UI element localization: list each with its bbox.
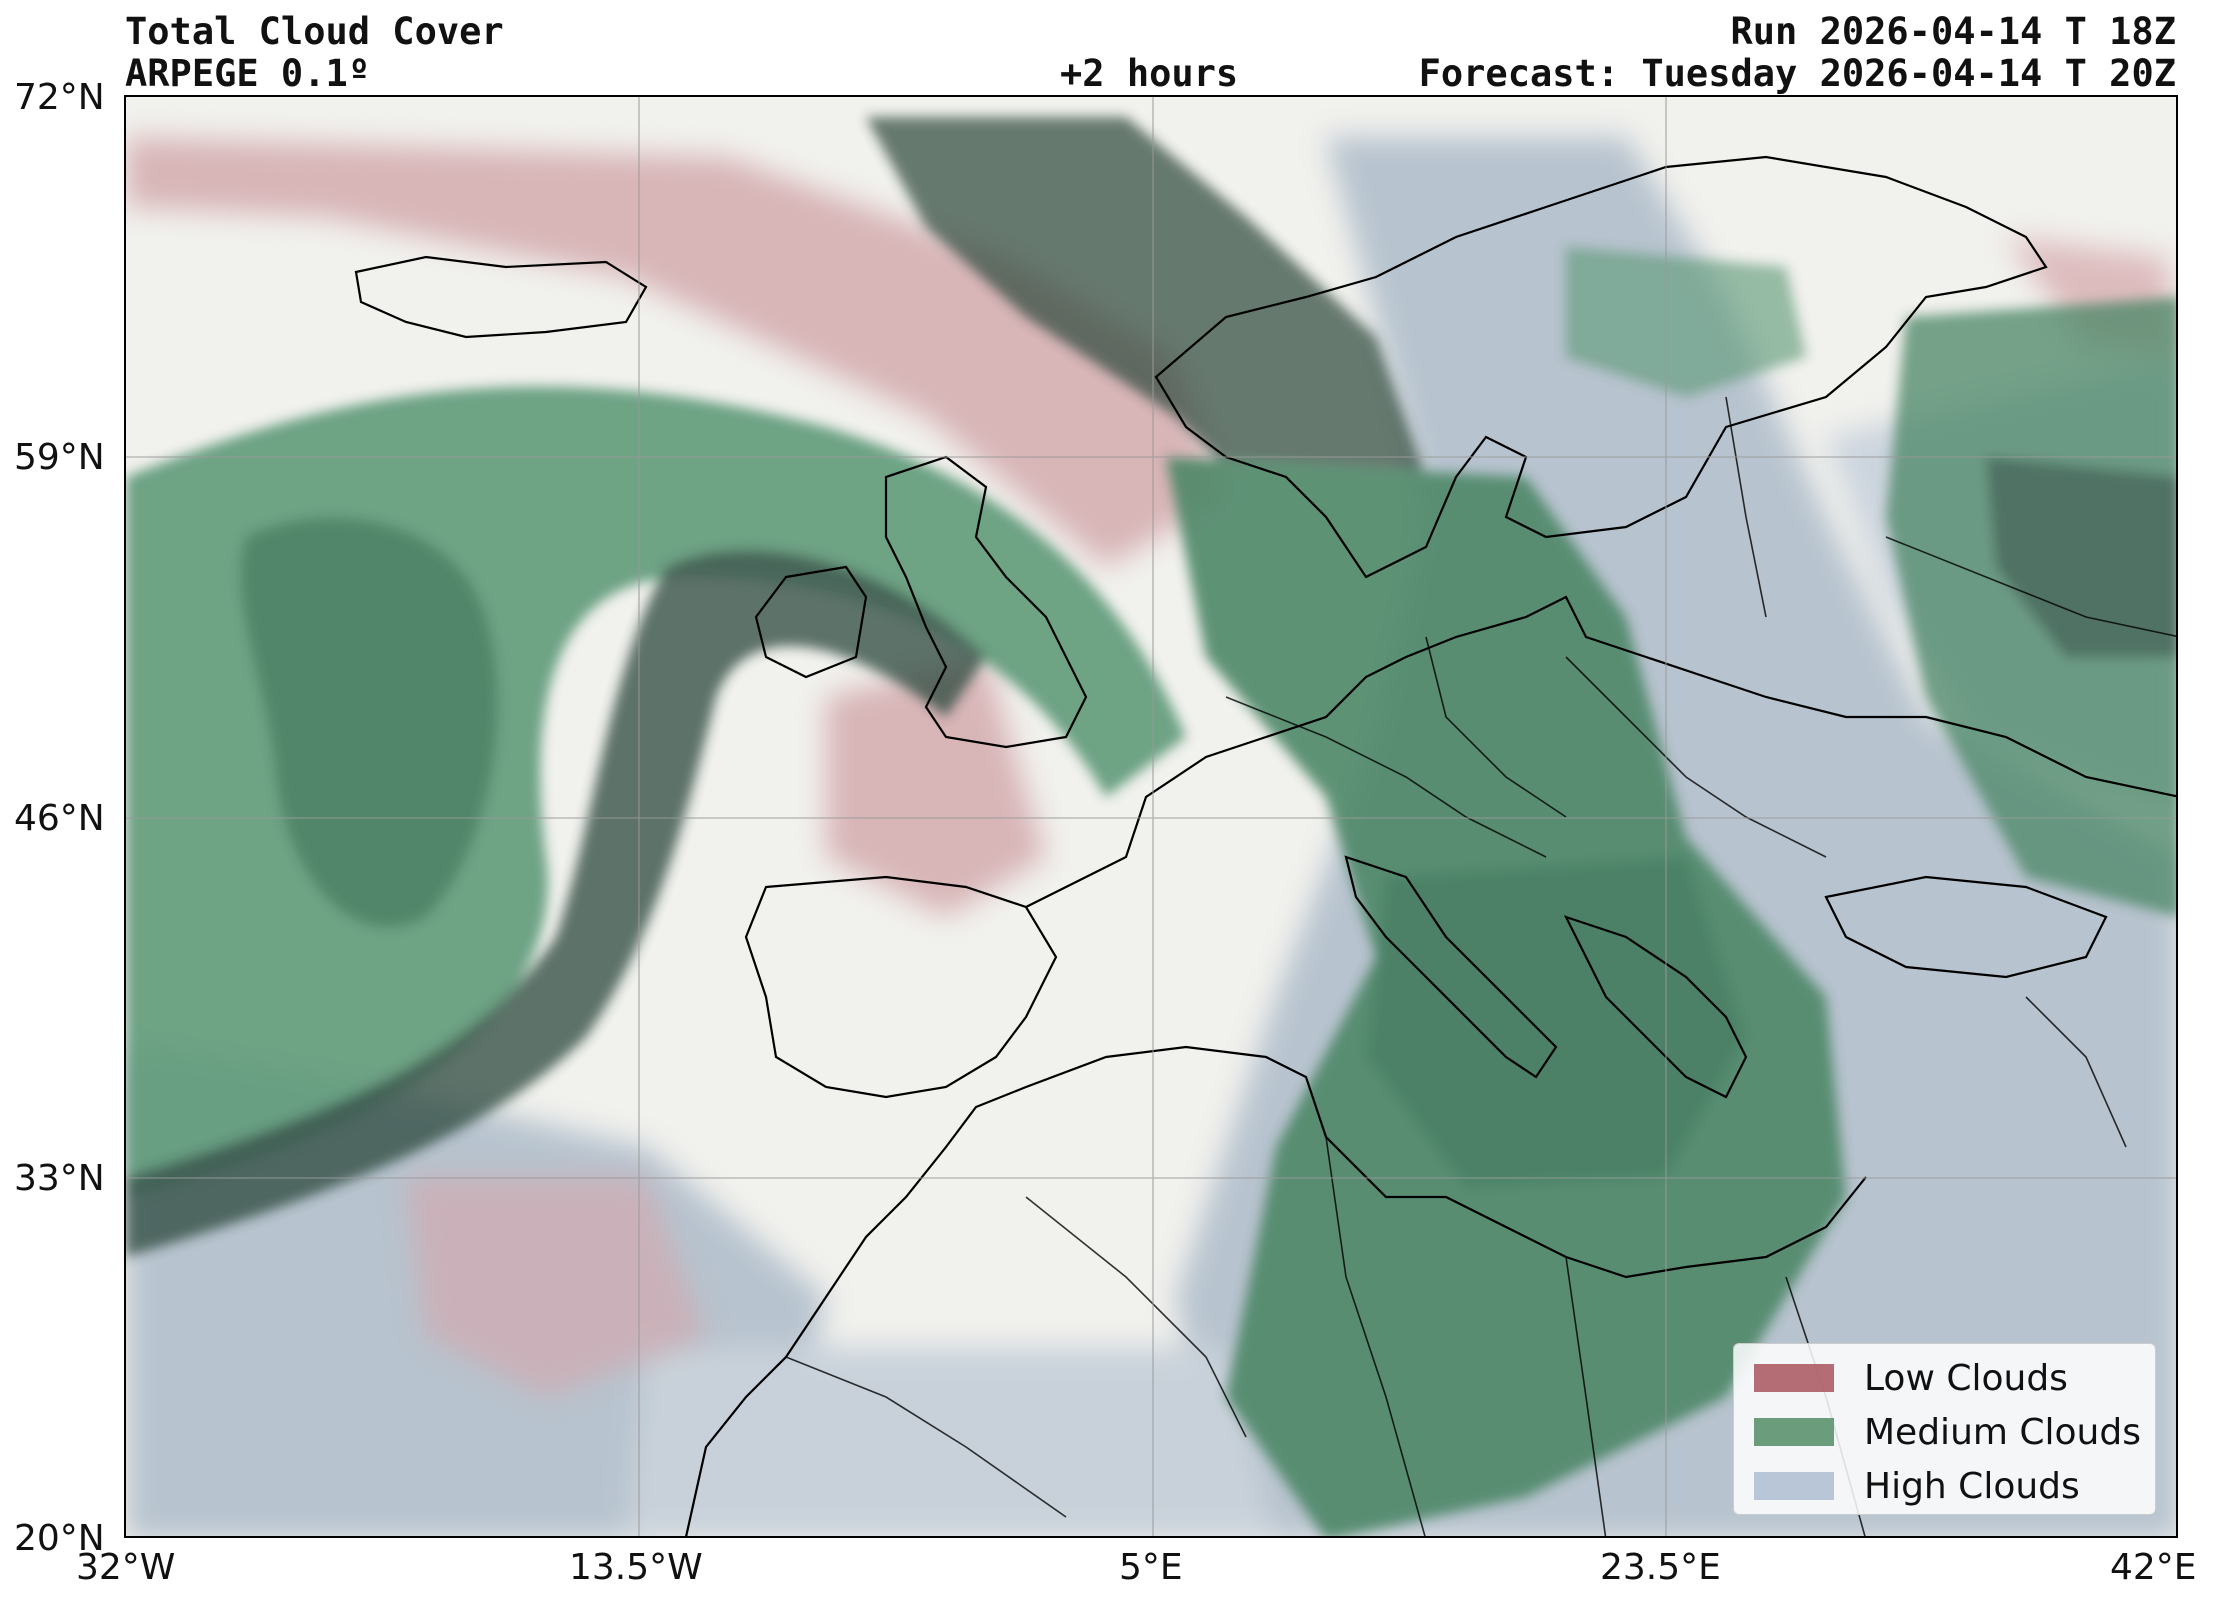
legend-label: High Clouds [1864,1465,2080,1507]
run-label: Run 2026-04-14 T 18Z [1730,10,2176,53]
lat-label-33n: 33°N [14,1158,105,1199]
legend-label: Medium Clouds [1864,1411,2141,1453]
legend-item-low-clouds: Low Clouds [1754,1357,2068,1399]
model-label: ARPEGE 0.1º [125,52,371,95]
cloud-cover-map [126,97,2176,1536]
lon-label-13-5w: 13.5°W [569,1547,703,1588]
lon-label-23-5e: 23.5°E [1600,1547,1721,1588]
lead-time-label: +2 hours [1060,52,1239,95]
map-title: Total Cloud Cover [125,10,504,53]
map-panel [124,95,2178,1538]
legend-item-medium-clouds: Medium Clouds [1754,1411,2141,1453]
lat-label-72n: 72°N [14,77,105,118]
low-clouds-swatch [1754,1364,1834,1392]
lat-label-46n: 46°N [14,798,105,839]
legend-label: Low Clouds [1864,1357,2068,1399]
coastlines [354,155,2176,1536]
lat-label-59n: 59°N [14,437,105,478]
lat-label-20n: 20°N [14,1518,105,1559]
legend-item-high-clouds: High Clouds [1754,1465,2080,1507]
gridlines [126,97,2176,1536]
lon-label-42e: 42°E [2110,1547,2197,1588]
lon-label-5e: 5°E [1119,1547,1183,1588]
medium-clouds-swatch [1754,1418,1834,1446]
forecast-label: Forecast: Tuesday 2026-04-14 T 20Z [1418,52,2176,95]
borders [785,396,2176,1536]
legend: Low Clouds Medium Clouds High Clouds [1733,1343,2156,1515]
medium-cloud-layer [126,117,2176,1536]
high-clouds-swatch [1754,1472,1834,1500]
lon-label-32w: 32°W [76,1547,176,1588]
